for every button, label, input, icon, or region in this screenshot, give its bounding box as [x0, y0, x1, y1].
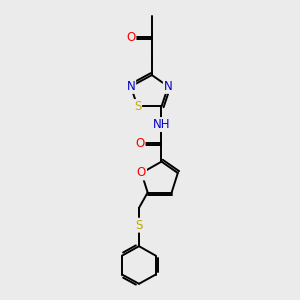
- Text: S: S: [135, 219, 143, 232]
- Text: N: N: [127, 80, 135, 93]
- Text: O: O: [126, 31, 136, 44]
- Text: O: O: [135, 136, 145, 150]
- Text: S: S: [134, 100, 141, 113]
- Text: O: O: [137, 167, 146, 179]
- Text: N: N: [164, 80, 172, 93]
- Text: NH: NH: [153, 118, 170, 131]
